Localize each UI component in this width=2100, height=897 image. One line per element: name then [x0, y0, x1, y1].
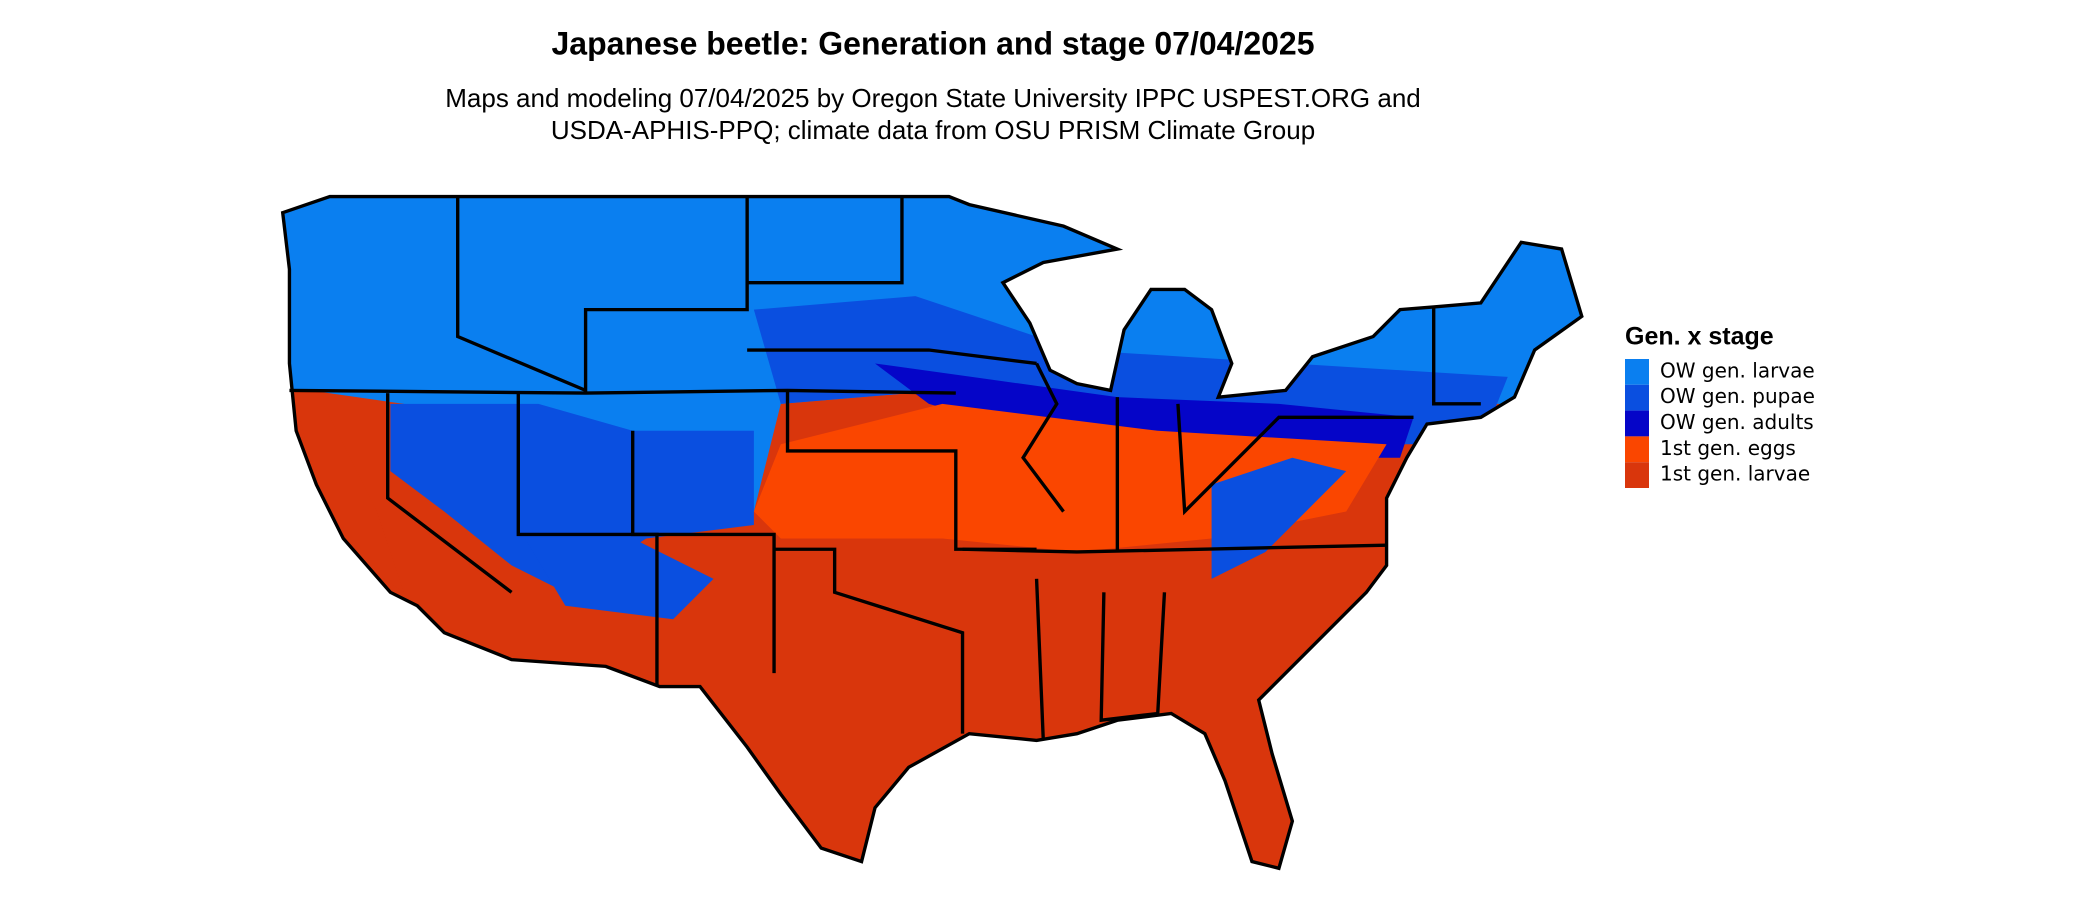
- border: [1021, 362, 1065, 513]
- legend-label: 1st gen. eggs: [1660, 436, 1796, 460]
- region: [525, 538, 714, 620]
- legend-label: 1st gen. larvae: [1660, 462, 1810, 486]
- legend-swatch: [1625, 410, 1649, 437]
- region: [753, 296, 1508, 445]
- legend-label: OW gen. larvae: [1660, 358, 1815, 382]
- border: [1432, 306, 1481, 406]
- legend-swatch: [1625, 359, 1649, 385]
- border: [289, 388, 956, 395]
- map-title: Japanese beetle: Generation and stage 07…: [551, 25, 1314, 61]
- state-borders: [281, 194, 1584, 870]
- border: [747, 348, 1037, 366]
- border: [456, 196, 749, 393]
- border: [1176, 403, 1414, 516]
- map-subtitle: Maps and modeling 07/04/2025 by Oregon S…: [445, 83, 1421, 113]
- border: [747, 196, 904, 285]
- legend-swatch: [1625, 462, 1649, 488]
- us-map: [281, 194, 1584, 870]
- border: [386, 393, 513, 594]
- legend-title: Gen. x stage: [1625, 323, 1774, 351]
- legend-label: OW gen. adults: [1660, 410, 1814, 434]
- legend-label: OW gen. pupae: [1660, 384, 1815, 408]
- region: [296, 403, 404, 593]
- region: [875, 363, 1414, 458]
- border: [1099, 592, 1167, 723]
- map-subtitle: USDA-APHIS-PPQ; climate data from OSU PR…: [551, 115, 1315, 145]
- border: [631, 430, 659, 687]
- legend-swatch: [1625, 384, 1649, 411]
- stage-regions: [282, 196, 1582, 869]
- border: [774, 547, 965, 734]
- border: [962, 543, 1387, 554]
- legend-swatch: [1625, 436, 1649, 463]
- border: [1034, 578, 1045, 741]
- region: [390, 403, 754, 593]
